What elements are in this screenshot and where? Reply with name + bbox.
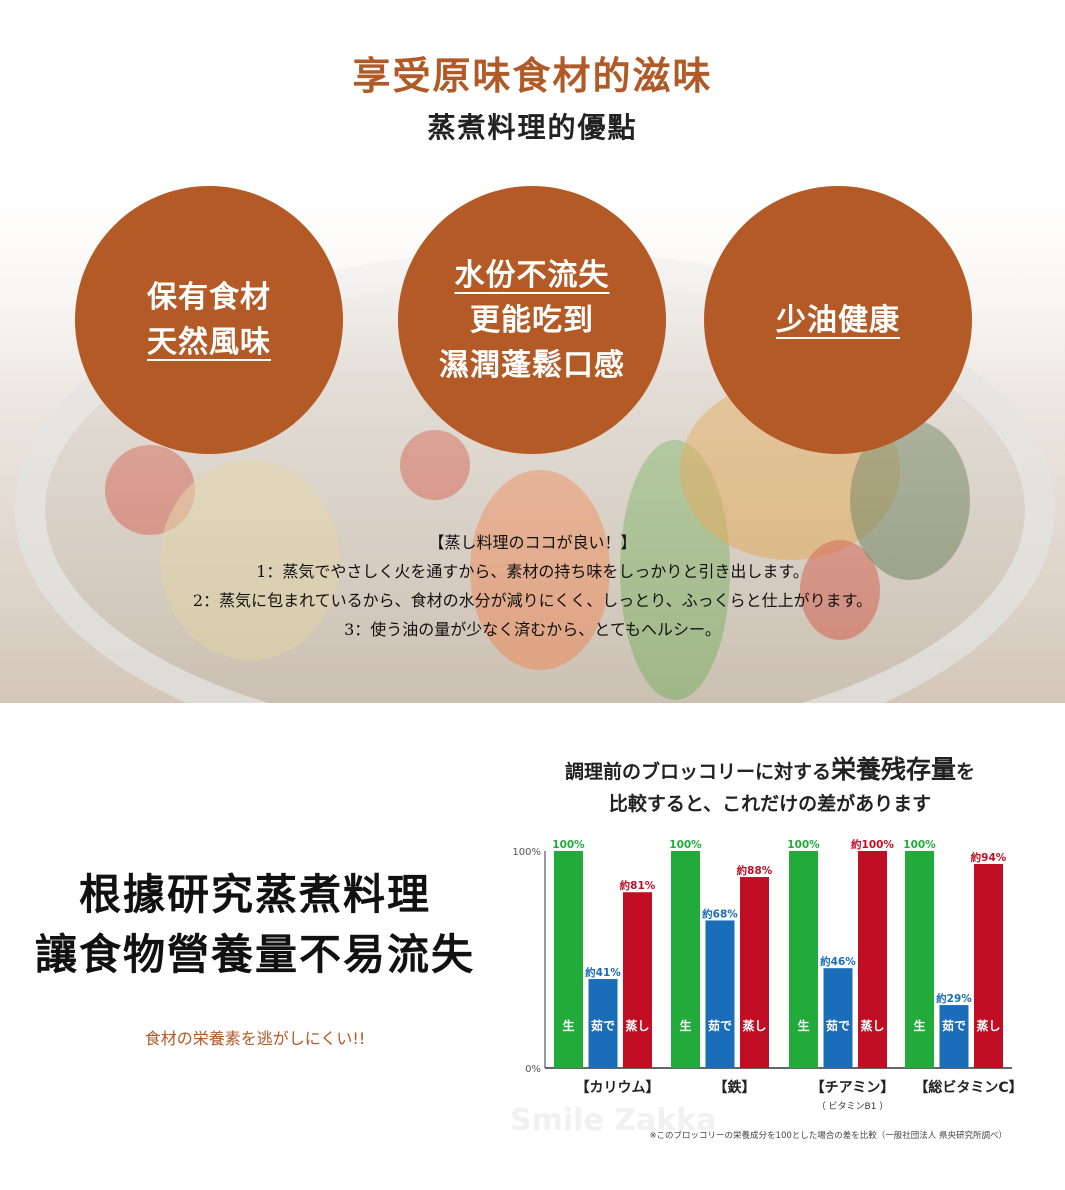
bar-生 — [554, 851, 583, 1068]
chart-footnote: ※このブロッコリーの栄養成分を100とした場合の差を比較（一般社団法人 県央研究… — [649, 1130, 1007, 1141]
circle-line: 少油健康 — [776, 302, 900, 338]
series-label: 蒸し — [625, 1018, 649, 1033]
y-tick-label: 100% — [512, 847, 541, 858]
benefit-item: 3：使う油の量が少なく済むから、とてもヘルシー。 — [344, 620, 721, 639]
data-label: 約94% — [971, 851, 1007, 864]
chart-title: 調理前のブロッコリーに対する栄養残存量を 比較すると、これだけの差があります — [500, 754, 1040, 820]
series-label: 茹で — [942, 1018, 966, 1033]
data-label: 約46% — [820, 955, 856, 968]
series-label: 茹で — [708, 1018, 732, 1033]
nutrient-bar-chart: 100% 0% 100% 生 約41% 茹で 約81% 蒸し【カリウム】 100% 生 約68% 茹で… — [510, 838, 1023, 1141]
chart-title-emphasis: 栄養残存量 — [830, 755, 956, 784]
data-label: 約29% — [936, 992, 972, 1005]
data-label: 100% — [787, 839, 820, 851]
bar-茹で — [823, 968, 853, 1068]
page-subtitle: 蒸煮料理的優點 — [427, 111, 638, 144]
data-label: 約100% — [851, 838, 894, 851]
benefits-heading: 【蒸し料理のココが良い！】 — [428, 533, 637, 552]
research-tagline: 食材の栄養素を逃がしにくい!! — [144, 1029, 366, 1048]
bar-蒸し — [740, 877, 769, 1068]
category-label: 【総ビタミンC】 — [914, 1079, 1022, 1096]
series-label: 生 — [679, 1018, 691, 1033]
series-label: 蒸し — [860, 1018, 884, 1033]
bar-蒸し — [858, 851, 887, 1068]
chart-title-post: を — [956, 761, 976, 783]
watermark: Smile Zakka — [510, 1103, 716, 1138]
series-label: 生 — [797, 1018, 809, 1033]
circle-line: 水份不流失 — [454, 257, 610, 293]
series-label: 蒸し — [976, 1018, 1000, 1033]
circle-line: 保有食材 — [147, 280, 271, 315]
page-title: 享受原味食材的滋味 — [352, 53, 713, 98]
data-label: 約88% — [737, 864, 773, 877]
steaming-benefits-text: 【蒸し料理のココが良い！】 1：蒸気でやさしく火を通すから、素材の持ち味をしっか… — [0, 528, 1065, 644]
bar-茹で — [939, 1005, 969, 1068]
circle-line: 更能吃到 — [470, 302, 594, 338]
data-label: 約81% — [620, 879, 656, 892]
data-label: 100% — [903, 839, 936, 851]
feature-circle-moisture: 水份不流失 更能吃到 濕潤蓬鬆口感 — [398, 186, 666, 454]
data-label: 約41% — [585, 966, 621, 979]
chart-title-line2: 比較すると、これだけの差があります — [608, 793, 932, 815]
category-label: 【チアミン】 — [811, 1080, 895, 1096]
series-label: 蒸し — [742, 1018, 766, 1033]
circle-line: 濕潤蓬鬆口感 — [439, 347, 625, 383]
circle-line: 天然風味 — [147, 325, 271, 360]
research-heading: 根據研究蒸煮料理 讓食物營養量不易流失 — [0, 865, 510, 985]
series-label: 茹で — [826, 1018, 850, 1033]
series-label: 茹で — [591, 1018, 615, 1033]
data-label: 100% — [669, 839, 702, 851]
category-label: 【カリウム】 — [576, 1080, 660, 1096]
bar-蒸し — [623, 892, 652, 1068]
research-heading-line: 讓食物營養量不易流失 — [34, 930, 475, 979]
data-label: 約68% — [702, 907, 738, 920]
feature-circle-flavor: 保有食材 天然風味 — [75, 186, 343, 454]
benefit-item: 1：蒸気でやさしく火を通すから、素材の持ち味をしっかりと引き出します。 — [256, 562, 809, 581]
category-label: 【鉄】 — [714, 1079, 756, 1096]
chart-title-pre: 調理前のブロッコリーに対する — [564, 761, 831, 783]
y-tick-label: 0% — [525, 1064, 541, 1075]
data-label: 100% — [552, 839, 585, 851]
category-sublabel: （ ビタミンB1 ） — [817, 1101, 889, 1112]
bar-生 — [671, 851, 700, 1068]
bar-茹で — [588, 979, 618, 1068]
series-label: 生 — [913, 1018, 925, 1033]
bar-茹で — [705, 920, 735, 1068]
bar-蒸し — [974, 864, 1003, 1068]
bar-生 — [905, 851, 934, 1068]
bar-生 — [789, 851, 818, 1068]
research-heading-line: 根據研究蒸煮料理 — [78, 870, 431, 919]
benefit-item: 2：蒸気に包まれているから、食材の水分が減りにくく、しっとり、ふっくらと仕上がり… — [192, 591, 873, 610]
series-label: 生 — [562, 1018, 574, 1033]
feature-circle-healthy: 少油健康 — [704, 186, 972, 454]
